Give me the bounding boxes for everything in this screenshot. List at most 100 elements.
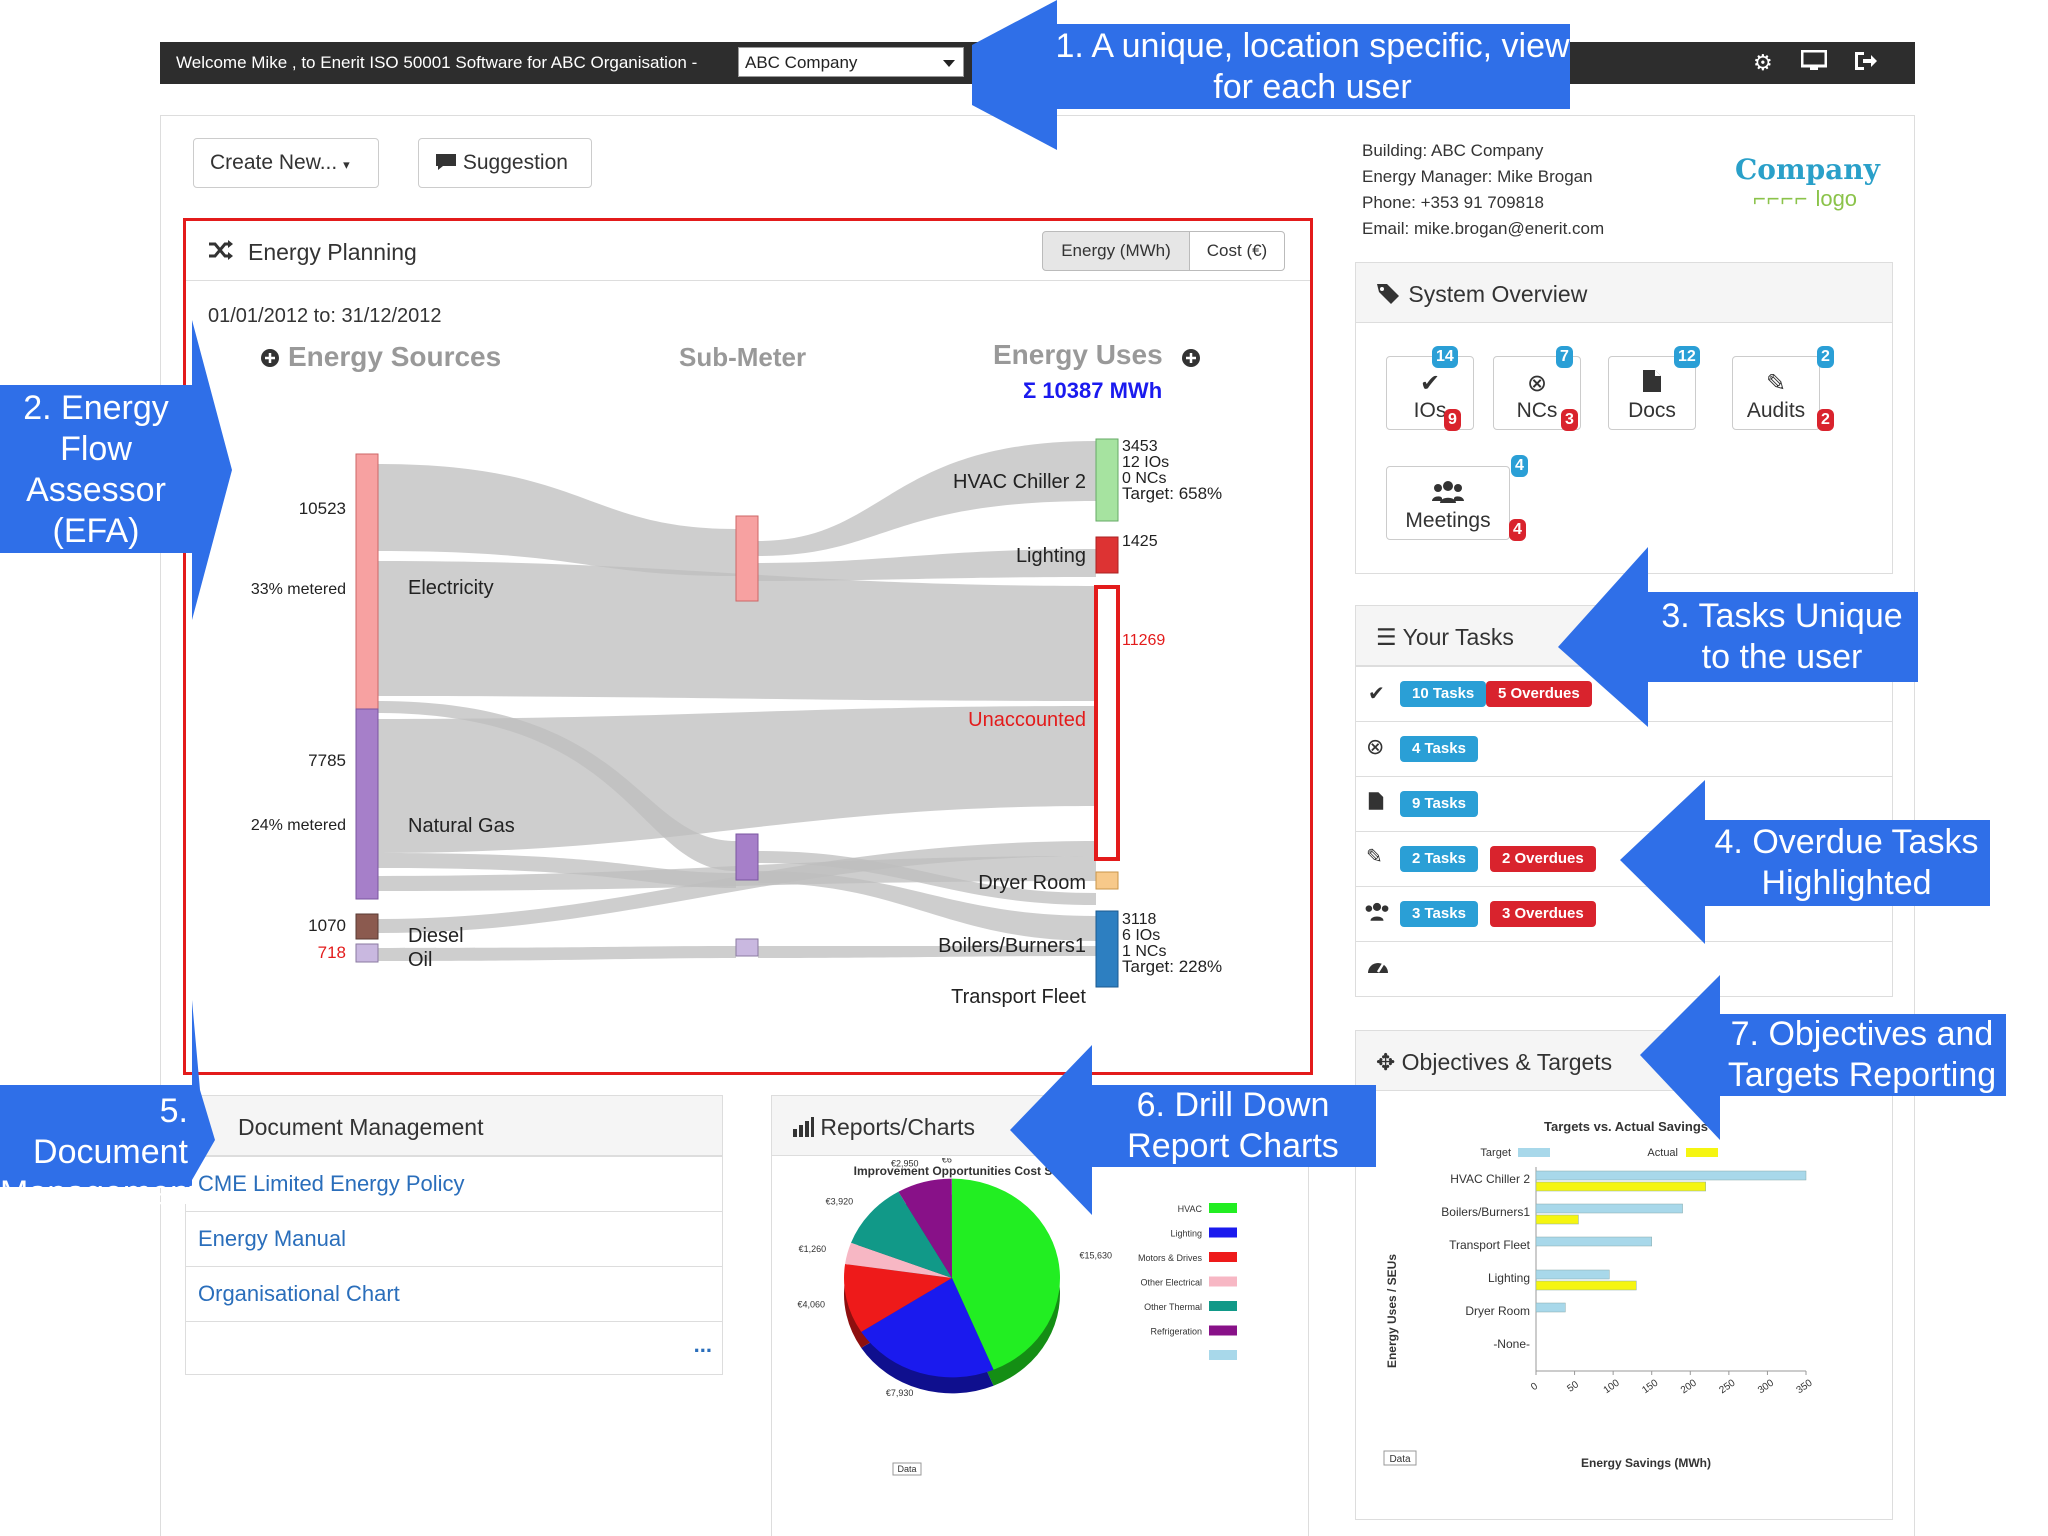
flow-oil-submeter[interactable]: [378, 946, 736, 961]
task-row-ios[interactable]: ✔ 10 Tasks 5 Overdues: [1356, 666, 1892, 721]
suggestion-button[interactable]: Suggestion: [418, 138, 592, 188]
bar-category-label: Boilers/Burners1: [1441, 1205, 1530, 1219]
task-row-docs[interactable]: 9 Tasks: [1356, 776, 1892, 831]
flow-submeter-lighting[interactable]: [758, 549, 1096, 581]
task-count-pill[interactable]: 2 Tasks: [1400, 846, 1478, 872]
doc-footer: ...: [186, 1321, 722, 1376]
electricity-metered: 33% metered: [251, 581, 346, 598]
gear-icon[interactable]: ⚙: [1753, 50, 1773, 75]
doc-link-energy-manual[interactable]: Energy Manual: [186, 1211, 722, 1266]
task-row-dashboard[interactable]: [1356, 941, 1892, 996]
nc-icon: ⊗: [1526, 370, 1548, 397]
bar-target[interactable]: [1535, 1170, 1807, 1181]
reports-title: Reports/Charts: [820, 1114, 976, 1140]
lighting-stat: 1425: [1122, 533, 1158, 550]
hvac-stat-2: 0 NCs: [1122, 470, 1166, 487]
ios-label: IOs: [1413, 399, 1447, 422]
building-name: Building: ABC Company: [1362, 141, 1544, 160]
logout-icon[interactable]: [1853, 50, 1877, 78]
flow-electricity-submeter2[interactable]: [378, 701, 736, 871]
energy-mwh-toggle[interactable]: Energy (MWh): [1042, 231, 1190, 271]
node-natural-gas[interactable]: [355, 708, 379, 900]
flow-electricity-unaccounted[interactable]: [378, 561, 1096, 701]
task-row-audits[interactable]: ✎ 2 Tasks 2 Overdues: [1356, 831, 1892, 886]
flow-submeter-hvac[interactable]: [758, 441, 1096, 556]
oil-label: Oil: [408, 949, 432, 971]
task-count-pill[interactable]: 3 Tasks: [1400, 901, 1478, 927]
boilers-stat-1: 6 IOs: [1122, 927, 1160, 944]
diesel-value: 1070: [308, 916, 346, 935]
boilers-stat-0: 3118: [1122, 911, 1157, 928]
check-icon: ✔: [1368, 683, 1385, 705]
bar-category-label: HVAC Chiller 2: [1450, 1172, 1530, 1186]
pie-data-button[interactable]: [892, 1462, 922, 1476]
overdue-pill[interactable]: 2 Overdues: [1490, 846, 1596, 872]
overdue-pill[interactable]: 3 Overdues: [1490, 901, 1596, 927]
document-management-header: Document Management: [186, 1096, 722, 1156]
node-lighting[interactable]: [1095, 536, 1119, 574]
overdue-pill[interactable]: 5 Overdues: [1486, 681, 1592, 707]
task-row-meetings[interactable]: 3 Tasks 3 Overdues: [1356, 886, 1892, 941]
pie-slice[interactable]: [861, 1278, 994, 1378]
bar-target[interactable]: [1535, 1269, 1610, 1280]
col-sources-heading: Energy Sources: [288, 341, 501, 372]
pie-data-label: €4,060: [797, 1300, 825, 1310]
legend-actual-swatch: [1686, 1148, 1718, 1157]
audits-label: Audits: [1746, 399, 1806, 422]
task-count-pill[interactable]: 9 Tasks: [1400, 791, 1478, 817]
node-dryer-room[interactable]: [1095, 871, 1119, 890]
meetings-tile[interactable]: Meetings: [1386, 466, 1510, 540]
objectives-targets-panel: ✥ Objectives & Targets Targets vs. Actua…: [1355, 1030, 1893, 1520]
doc-link-org-chart[interactable]: Organisational Chart: [186, 1266, 722, 1321]
submeter-electricity[interactable]: [735, 515, 759, 602]
more-docs-link[interactable]: ...: [693, 1332, 712, 1357]
pie-slice[interactable]: [851, 1191, 952, 1278]
bar-target[interactable]: [1535, 1302, 1566, 1313]
cost-toggle[interactable]: Cost (€): [1189, 231, 1285, 271]
energy-manager: Energy Manager: Mike Brogan: [1362, 167, 1593, 186]
flow-submeter-transport[interactable]: [758, 946, 1096, 958]
bar-chart-ylabel: Energy Uses / SEUs: [1385, 1254, 1399, 1368]
task-count-pill[interactable]: 10 Tasks: [1400, 681, 1487, 707]
targets-vs-actual-chart: Targets vs. Actual Savings Target Actual…: [1383, 1119, 1815, 1470]
callout-4: 4. Overdue Tasks Highlighted: [1703, 820, 1990, 906]
company-logo: Company ⌐⌐⌐⌐ logo: [1735, 153, 1880, 212]
node-oil[interactable]: [355, 943, 379, 963]
meetings-label: Meetings: [1405, 509, 1491, 532]
docs-tile[interactable]: Docs: [1608, 356, 1696, 430]
node-boilers[interactable]: [1095, 910, 1119, 988]
bar-target[interactable]: [1535, 1236, 1652, 1247]
pie-slice[interactable]: [952, 1178, 1060, 1370]
node-diesel[interactable]: [355, 913, 379, 940]
flow-submeter-boilers[interactable]: [758, 871, 1096, 941]
bar-target[interactable]: [1535, 1203, 1683, 1214]
pie-slice[interactable]: [844, 1264, 952, 1332]
monitor-icon[interactable]: [1800, 49, 1828, 78]
task-row-ncs[interactable]: ⊗ 4 Tasks: [1356, 721, 1892, 776]
submeter-gas[interactable]: [735, 833, 759, 881]
bar-chart-title: Targets vs. Actual Savings: [1544, 1119, 1708, 1134]
total-energy: Σ 10387 MWh: [1023, 378, 1162, 403]
company-select[interactable]: ABC Company: [738, 47, 964, 77]
dryer-label: Dryer Room: [978, 872, 1086, 894]
system-overview-panel: System Overview ✔ IOs 14 9 ⊗ NCs 7 3 Doc…: [1355, 262, 1893, 574]
bar-actual[interactable]: [1535, 1214, 1579, 1225]
pie-slice[interactable]: [845, 1242, 952, 1278]
flow-diesel-transport[interactable]: [378, 841, 1096, 933]
welcome-text: Welcome Mike , to Enerit ISO 50001 Softw…: [176, 53, 698, 72]
node-unaccounted[interactable]: [1094, 585, 1120, 861]
audits-tile[interactable]: ✎ Audits: [1732, 356, 1820, 430]
bar-actual[interactable]: [1535, 1280, 1637, 1291]
pie-legend-label: Lighting: [1170, 1229, 1202, 1239]
bar-chart-data-button[interactable]: [1383, 1450, 1417, 1466]
bar-actual[interactable]: [1535, 1181, 1706, 1192]
node-hvac-chiller[interactable]: [1095, 438, 1119, 522]
doc-link-energy-policy[interactable]: CME Limited Energy Policy: [186, 1156, 722, 1211]
flow-electricity-submeter[interactable]: [378, 464, 736, 576]
submeter-oil[interactable]: [735, 938, 759, 957]
create-new-button[interactable]: Create New... ▾: [193, 138, 379, 188]
task-count-pill[interactable]: 4 Tasks: [1400, 736, 1478, 762]
pie-slice[interactable]: [898, 1178, 952, 1278]
boilers-stat-3: Target: 228%: [1122, 957, 1222, 976]
unaccounted-label: Unaccounted: [968, 709, 1086, 731]
